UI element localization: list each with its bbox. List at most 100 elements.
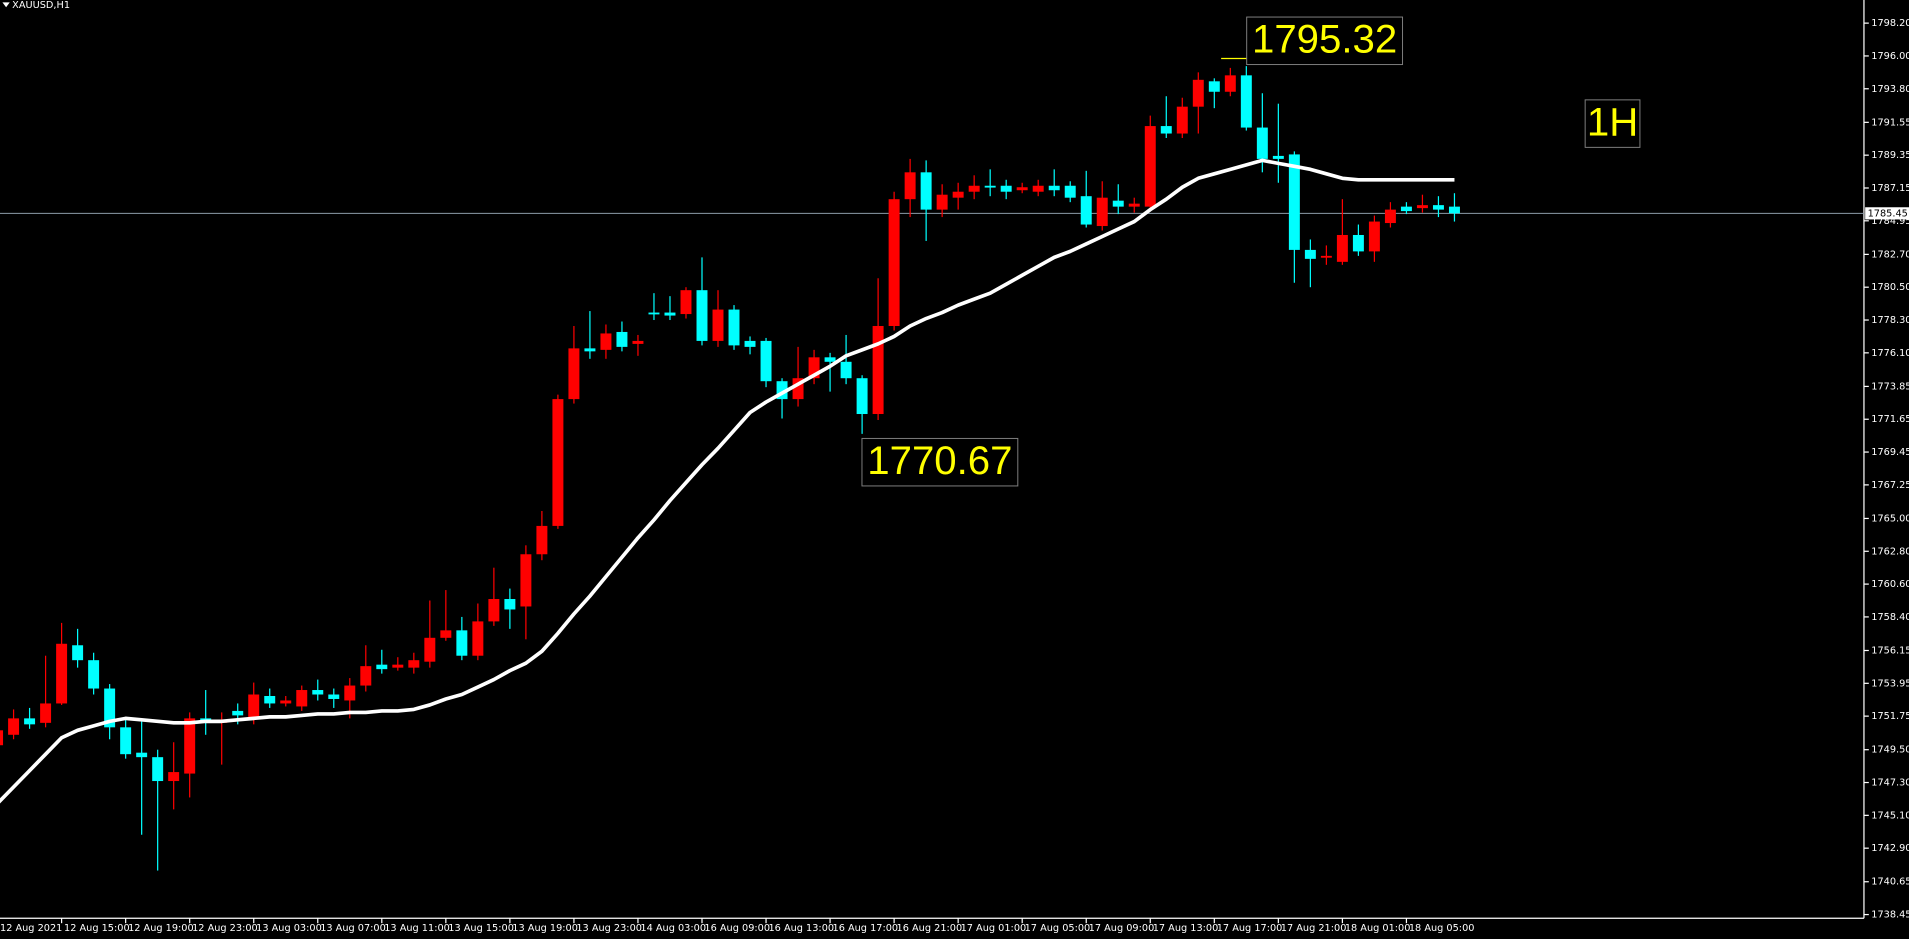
candle-body xyxy=(1000,185,1012,192)
candle-body xyxy=(968,185,980,192)
candle-body xyxy=(232,710,244,716)
candle-body xyxy=(984,185,996,188)
annotation-text: 1795.32 xyxy=(1252,17,1397,62)
candle-body xyxy=(264,695,276,704)
candle-body xyxy=(648,312,660,315)
annotation-box xyxy=(861,437,1019,487)
candle-body xyxy=(856,378,868,415)
y-tick-label: 1747.30 xyxy=(1871,778,1909,789)
candle-body xyxy=(296,690,308,707)
x-tick-label: 18 Aug 01:00 xyxy=(1345,923,1411,934)
candle-body xyxy=(1224,75,1236,92)
current-price-label: 1785.45 xyxy=(1868,208,1908,219)
x-tick-label: 18 Aug 05:00 xyxy=(1409,923,1475,934)
x-tick-label: 14 Aug 03:00 xyxy=(640,923,706,934)
x-tick-label: 17 Aug 17:00 xyxy=(1217,923,1283,934)
candle-body xyxy=(1048,185,1060,191)
y-tick-label: 1773.85 xyxy=(1871,381,1909,392)
candle-body xyxy=(1112,200,1124,207)
chart-title: XAUUSD,H1 xyxy=(12,0,70,11)
candle-body xyxy=(600,333,612,350)
candle-body xyxy=(872,325,884,415)
x-tick-label: 13 Aug 23:00 xyxy=(576,923,642,934)
candle-body xyxy=(0,730,4,746)
y-tick-label: 1767.25 xyxy=(1871,480,1909,491)
y-tick-label: 1782.70 xyxy=(1871,249,1909,260)
candle-body xyxy=(824,357,836,362)
candle-body xyxy=(8,718,20,735)
candle-body xyxy=(376,664,388,670)
candle-body xyxy=(1160,126,1172,134)
candle-body xyxy=(728,309,740,346)
candle-body xyxy=(936,194,948,210)
y-tick-label: 1789.35 xyxy=(1871,150,1909,161)
y-tick-label: 1787.15 xyxy=(1871,183,1909,194)
candle-body xyxy=(24,718,36,725)
x-tick-label: 17 Aug 13:00 xyxy=(1153,923,1219,934)
candle-body xyxy=(840,361,852,379)
candle-body xyxy=(952,191,964,198)
candle-body xyxy=(1240,75,1252,128)
candle-body xyxy=(760,340,772,382)
candle-body xyxy=(632,340,644,344)
y-tick-label: 1745.10 xyxy=(1871,810,1909,821)
candle-body xyxy=(1032,185,1044,192)
y-tick-label: 1784.95 xyxy=(1871,216,1909,227)
candle-body xyxy=(184,718,196,774)
candle-body xyxy=(1352,234,1364,252)
x-tick-label: 13 Aug 03:00 xyxy=(256,923,322,934)
candle-body xyxy=(792,378,804,400)
y-tick-label: 1758.40 xyxy=(1871,612,1909,623)
y-tick-label: 1791.55 xyxy=(1871,117,1909,128)
candle-body xyxy=(744,340,756,347)
candle-body xyxy=(1080,196,1092,225)
current-price-box xyxy=(1865,207,1909,220)
candle-body xyxy=(1208,81,1220,92)
y-tick-label: 1738.45 xyxy=(1871,910,1909,921)
candle-body xyxy=(1336,234,1348,262)
y-tick-label: 1753.95 xyxy=(1871,678,1909,689)
y-tick-label: 1749.50 xyxy=(1871,745,1909,756)
y-tick-label: 1751.75 xyxy=(1871,711,1909,722)
candle-body xyxy=(552,399,564,526)
candle-body xyxy=(1192,79,1204,107)
y-tick-label: 1798.20 xyxy=(1871,18,1909,29)
candle-body xyxy=(408,660,420,668)
y-tick-label: 1780.50 xyxy=(1871,282,1909,293)
x-tick-label: 13 Aug 15:00 xyxy=(448,923,514,934)
candle-body xyxy=(1320,255,1332,258)
candle-body xyxy=(808,357,820,379)
y-tick-label: 1740.65 xyxy=(1871,877,1909,888)
candle-body xyxy=(56,643,68,704)
x-tick-label: 16 Aug 09:00 xyxy=(704,923,770,934)
y-tick-label: 1793.80 xyxy=(1871,84,1909,95)
candle-body xyxy=(776,381,788,400)
y-tick-label: 1769.45 xyxy=(1871,447,1909,458)
candle-body xyxy=(1400,206,1412,212)
menu-triangle xyxy=(2,2,10,8)
candle-body xyxy=(488,599,500,622)
candle-body xyxy=(72,645,84,661)
x-tick-label: 16 Aug 13:00 xyxy=(768,923,834,934)
candle-body xyxy=(328,694,340,699)
candle-body xyxy=(1256,127,1268,159)
annotation-text: 1770.67 xyxy=(867,438,1012,483)
candle-body xyxy=(536,525,548,555)
candle-body xyxy=(280,700,292,704)
x-tick-label: 17 Aug 09:00 xyxy=(1089,923,1155,934)
candle-body xyxy=(168,772,180,782)
y-tick-label: 1778.30 xyxy=(1871,315,1909,326)
candle-body xyxy=(152,757,164,782)
candle-body xyxy=(712,309,724,341)
x-tick-label: 13 Aug 07:00 xyxy=(320,923,386,934)
annotation-box xyxy=(1584,99,1641,148)
x-tick-label: 16 Aug 21:00 xyxy=(897,923,963,934)
candle-body xyxy=(616,331,628,347)
y-tick-label: 1760.60 xyxy=(1871,579,1909,590)
candle-body xyxy=(920,172,932,210)
candle-body xyxy=(1176,106,1188,134)
candle-body xyxy=(1288,154,1300,250)
candle-body xyxy=(1304,249,1316,259)
x-tick-label: 17 Aug 05:00 xyxy=(1025,923,1091,934)
